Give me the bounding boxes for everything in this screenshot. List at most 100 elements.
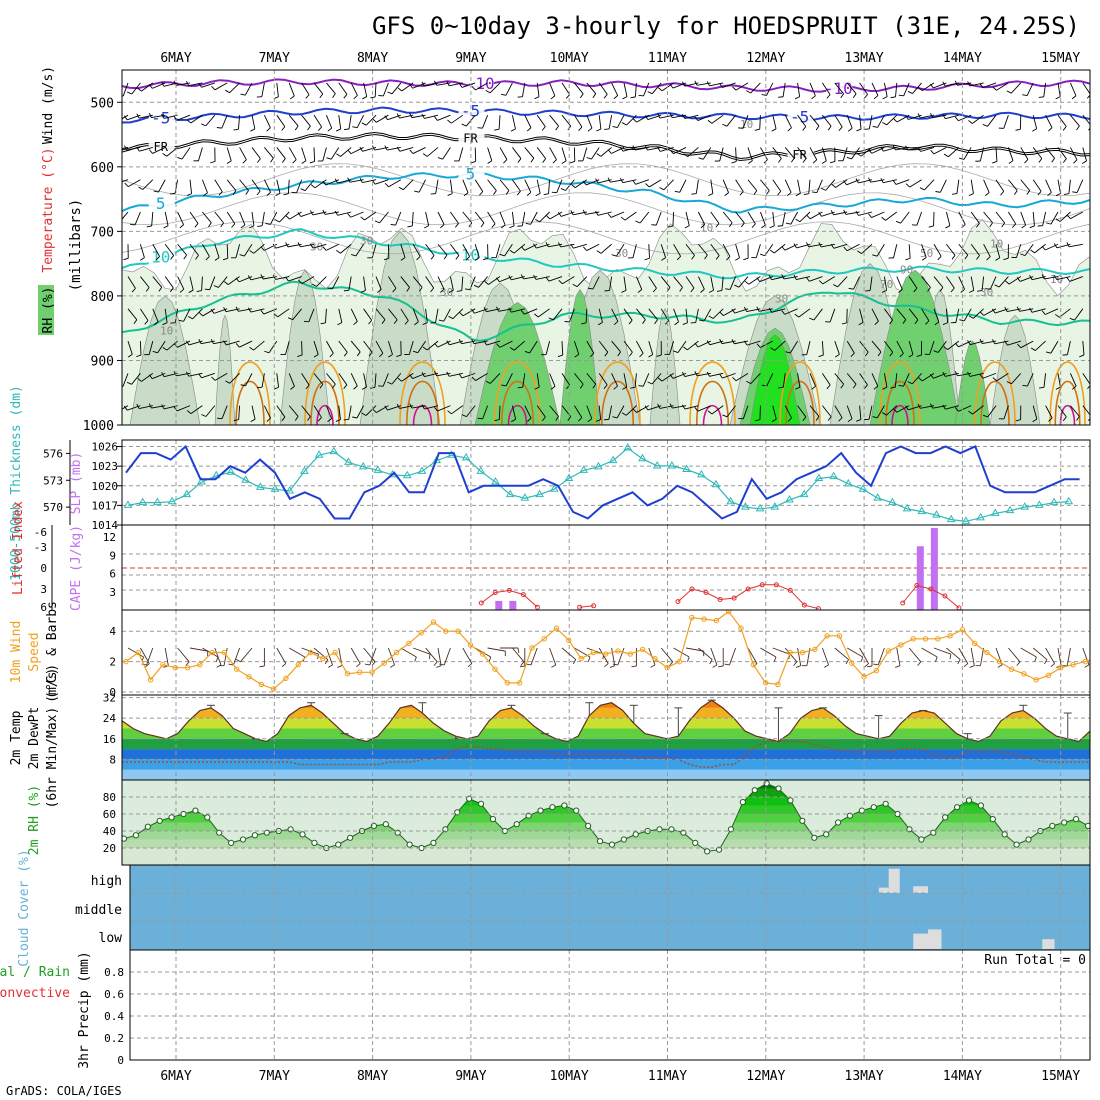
wind-barb-flag — [979, 373, 984, 379]
wind-barb-flag — [802, 158, 807, 163]
cloud-level-middle: middle — [75, 903, 122, 918]
wind-barb — [127, 276, 136, 289]
wind-barb-flag — [1053, 274, 1058, 280]
wind-barb-flag — [768, 307, 773, 313]
wind-barb-flag — [1021, 224, 1026, 229]
wind-barb — [350, 147, 364, 155]
wind-barb-flag — [587, 418, 593, 423]
wind-plot — [123, 610, 1100, 692]
wind-barb — [722, 179, 730, 193]
wind-barb — [1059, 211, 1071, 222]
wind-barb — [202, 308, 216, 317]
wind-barb-flag — [1063, 193, 1069, 195]
wind-barb-flag — [706, 81, 710, 87]
rh-point — [311, 839, 318, 847]
warm-contour-7 — [879, 361, 921, 425]
wind-speed-point — [590, 649, 597, 656]
wind-barb — [1069, 276, 1083, 282]
wind-barb — [308, 308, 315, 323]
wind-barb — [983, 308, 997, 316]
wind-speed-point — [541, 636, 547, 642]
wind-barb-flag — [1071, 385, 1077, 390]
wind-barb — [610, 211, 625, 218]
wind-barb — [524, 243, 538, 251]
wind-barb — [679, 179, 687, 193]
wind-barb-flag — [186, 81, 190, 86]
wind-barb — [846, 373, 857, 385]
wind-barb-flag — [977, 290, 983, 292]
wind-barb — [871, 373, 879, 387]
wind-barb-flag — [827, 125, 832, 131]
wind-speed-point — [738, 625, 744, 631]
surface-barb — [760, 647, 777, 658]
wind-barb — [1007, 147, 1014, 161]
wind-barb-flag — [384, 182, 390, 188]
surface-barb-flag — [895, 665, 901, 668]
rh-point — [692, 839, 699, 847]
wind-barb — [697, 276, 705, 290]
wind-barb-flag — [297, 212, 302, 217]
wind-barb — [201, 276, 203, 291]
wind-barb-flag — [708, 315, 714, 319]
wind-barb-flag — [761, 224, 766, 229]
rh-point — [965, 797, 973, 804]
temp-tick-label-32: 32 — [103, 692, 116, 705]
rh-contour-label-13: 30 — [440, 286, 453, 299]
wind-barb — [545, 340, 551, 355]
wind-barb — [214, 211, 224, 224]
wind-barb-flag — [919, 187, 925, 191]
surface-barb — [729, 647, 737, 666]
wind-barb-flag — [550, 95, 556, 100]
wind-barb-flag — [317, 126, 322, 131]
wind-barb — [834, 405, 843, 418]
wind-barb-flag — [681, 371, 686, 377]
wind-barb — [868, 115, 873, 130]
wind-barb-flag — [620, 216, 626, 221]
wind-barb-flag — [715, 223, 720, 228]
wind-barb-flag — [1032, 128, 1037, 132]
li-point — [773, 582, 779, 588]
wind-barb-flag — [868, 177, 872, 183]
thickness-point — [726, 496, 736, 505]
wind-speed-point — [1008, 666, 1015, 672]
wind-barb — [774, 340, 786, 351]
wind-barb-flag — [768, 275, 772, 280]
wind-barb-flag — [484, 280, 489, 285]
wind-barb-flag — [1073, 159, 1078, 164]
wind-barb-flag — [496, 277, 500, 283]
wind-barb-flag — [611, 254, 617, 257]
precip-label-total: Total / Rain — [0, 965, 70, 980]
surface-barb-flag — [1044, 659, 1048, 665]
wind-barb-flag — [508, 275, 512, 281]
thickness-point — [1064, 496, 1074, 505]
rh-point — [228, 839, 235, 847]
wind-barb-flag — [905, 257, 911, 261]
wind-barb — [661, 372, 674, 382]
temp-label-line2: 2m DewPt — [27, 707, 42, 770]
wind-barb-flag — [917, 403, 921, 409]
wind-barb-flag — [744, 280, 750, 285]
wind-barb — [747, 179, 758, 191]
wind-barb-flag — [639, 353, 644, 358]
isotherm-label-bg — [148, 137, 175, 154]
wind-speed-point — [1096, 655, 1100, 659]
wind-barb — [784, 179, 792, 193]
wind-barb — [426, 147, 439, 157]
wind-barb — [482, 405, 489, 419]
wind-barb — [504, 244, 513, 257]
wind-barb-flag — [409, 149, 414, 154]
temp-band — [122, 738, 1090, 750]
wind-barb-flag — [260, 246, 265, 251]
wind-barb — [772, 179, 782, 192]
wind-barb-flag — [679, 287, 683, 292]
wind-barb-flag — [815, 416, 820, 421]
thickness-point — [594, 461, 603, 470]
wind-barb-flag — [347, 149, 352, 154]
wind-barb — [386, 147, 401, 151]
wind-barb-flag — [1026, 190, 1031, 195]
surface-barb-flag — [572, 659, 577, 665]
wind-barb-flag — [771, 128, 777, 132]
rh-point — [489, 816, 497, 823]
wind-barb-flag — [925, 320, 930, 325]
wind-barb — [574, 405, 583, 418]
